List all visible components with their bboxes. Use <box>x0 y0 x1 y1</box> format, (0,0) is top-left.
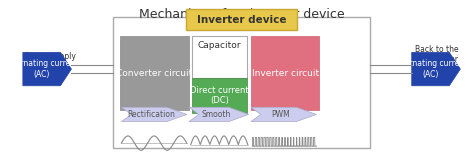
Polygon shape <box>189 107 249 122</box>
Polygon shape <box>23 52 72 86</box>
Text: Direct current
(DC): Direct current (DC) <box>191 86 249 105</box>
Polygon shape <box>412 52 460 86</box>
FancyBboxPatch shape <box>120 36 189 110</box>
Text: Alternating current
(AC): Alternating current (AC) <box>5 59 78 79</box>
Text: Mechanism of an inverter device: Mechanism of an inverter device <box>139 8 345 21</box>
Text: Power supply: Power supply <box>25 52 76 61</box>
Text: Rectification: Rectification <box>127 110 175 119</box>
Text: Inverter device: Inverter device <box>197 15 286 25</box>
Polygon shape <box>121 107 187 122</box>
Text: Back to the
motor: Back to the motor <box>414 45 458 64</box>
Text: Inverter circuit: Inverter circuit <box>252 69 319 78</box>
Text: Alternating current
(AC): Alternating current (AC) <box>394 59 467 79</box>
FancyBboxPatch shape <box>186 9 297 30</box>
FancyBboxPatch shape <box>251 36 319 110</box>
FancyBboxPatch shape <box>192 36 247 78</box>
Text: PWM: PWM <box>271 110 290 119</box>
Text: Converter circuit: Converter circuit <box>116 69 192 78</box>
Text: Capacitor: Capacitor <box>198 41 241 51</box>
FancyBboxPatch shape <box>192 78 247 113</box>
Polygon shape <box>251 107 316 122</box>
FancyBboxPatch shape <box>113 17 370 148</box>
Text: Smooth: Smooth <box>201 110 230 119</box>
